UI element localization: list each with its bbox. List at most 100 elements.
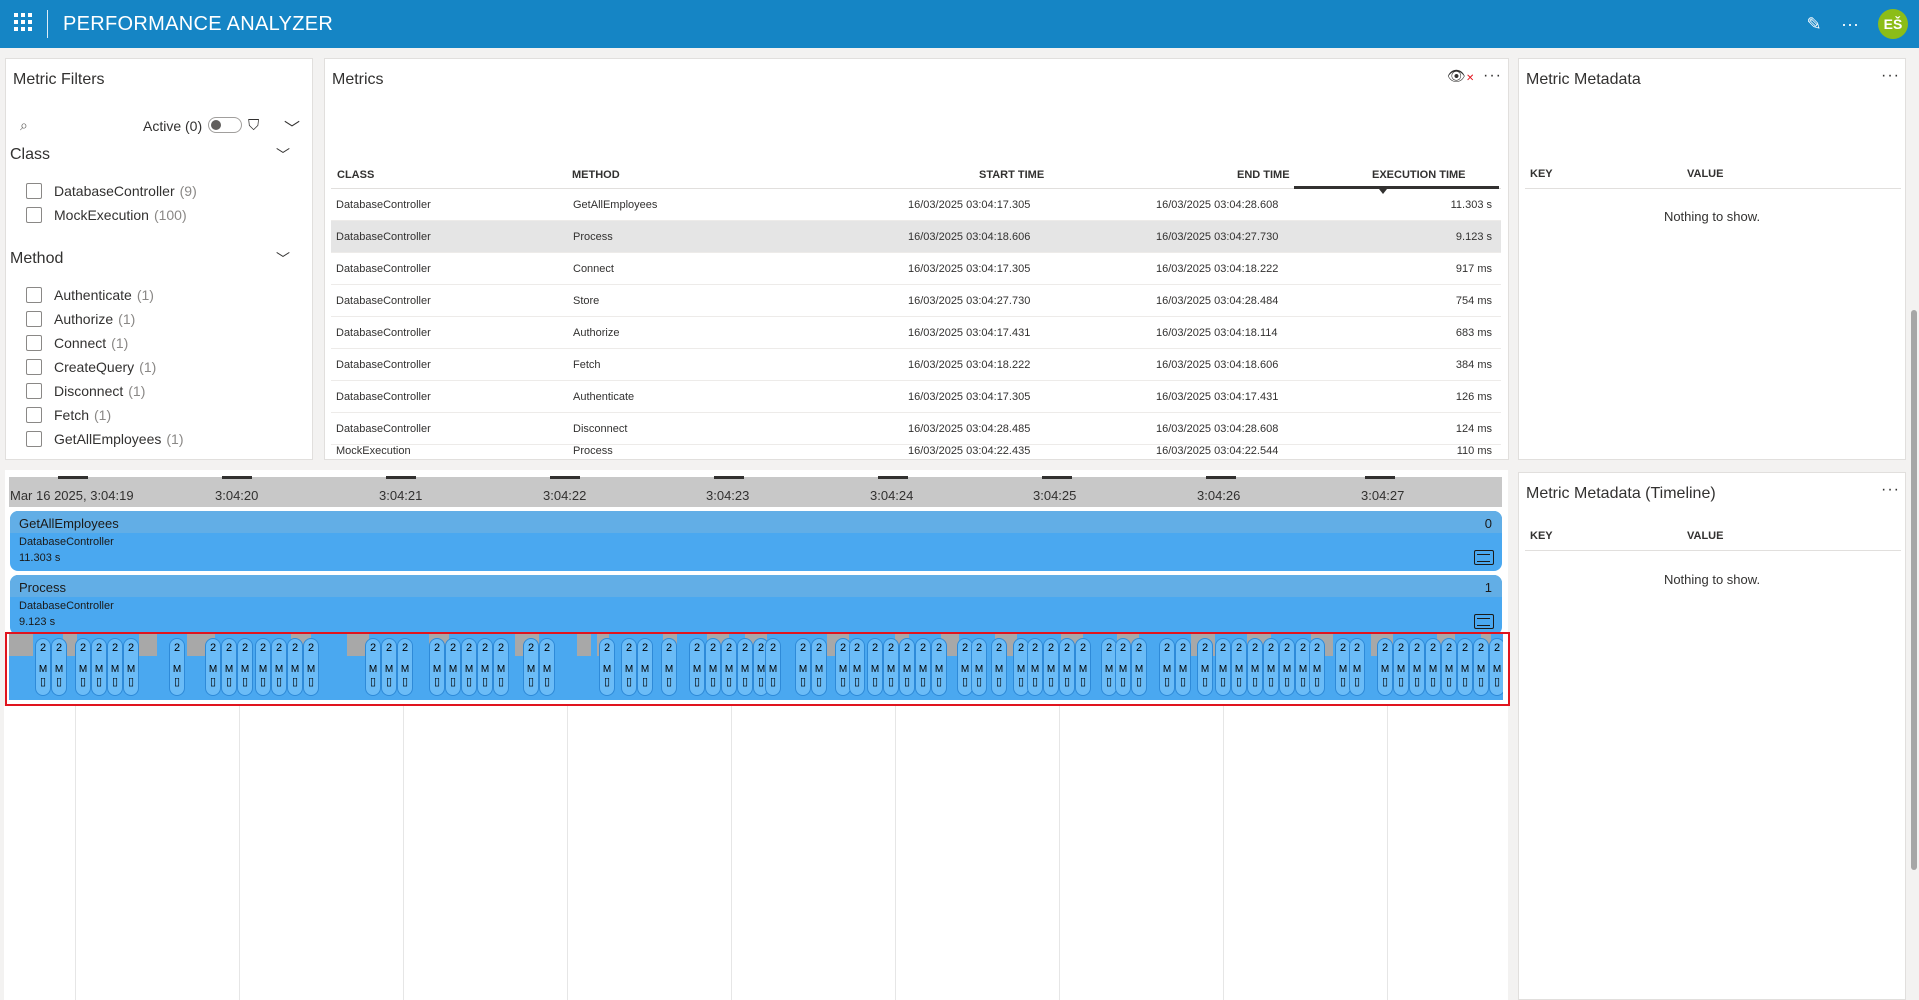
- column-header-start-time[interactable]: START TIME: [979, 169, 1045, 181]
- mock-execution-span[interactable]: 2 M ▯: [1409, 638, 1425, 696]
- timeline-lane[interactable]: GetAllEmployees 0 DatabaseController 11.…: [10, 511, 1502, 571]
- mock-execution-span[interactable]: 2 M ▯: [303, 638, 319, 696]
- table-row[interactable]: DatabaseController Store 16/03/2025 03:0…: [331, 285, 1501, 317]
- mock-execution-span[interactable]: 2 M ▯: [1159, 638, 1175, 696]
- mock-execution-span[interactable]: 2 M ▯: [365, 638, 381, 696]
- column-header-execution-time[interactable]: EXECUTION TIME: [1372, 169, 1466, 181]
- mock-execution-span[interactable]: 2 M ▯: [811, 638, 827, 696]
- mock-execution-span[interactable]: 2 M ▯: [1115, 638, 1131, 696]
- mock-execution-span[interactable]: 2 M ▯: [849, 638, 865, 696]
- mock-execution-span[interactable]: 2 M ▯: [397, 638, 413, 696]
- mock-execution-span[interactable]: 2 M ▯: [255, 638, 271, 696]
- mock-execution-span[interactable]: 2 M ▯: [271, 638, 287, 696]
- column-header-end-time[interactable]: END TIME: [1237, 169, 1290, 181]
- mock-execution-span[interactable]: 2 M ▯: [689, 638, 705, 696]
- chevron-down-icon[interactable]: ﹀: [276, 251, 290, 267]
- mock-execution-span[interactable]: 2 M ▯: [1247, 638, 1263, 696]
- timeline-lane[interactable]: Process 1 DatabaseController 9.123 s: [10, 575, 1502, 635]
- method-filter-item[interactable]: Connect (1): [26, 333, 128, 353]
- mock-execution-span[interactable]: 2 M ▯: [971, 638, 987, 696]
- more-options-icon[interactable]: ···: [1483, 67, 1502, 84]
- mock-execution-span[interactable]: 2 M ▯: [75, 638, 91, 696]
- class-section-heading[interactable]: Class: [10, 146, 51, 163]
- mock-execution-span[interactable]: 2 M ▯: [1295, 638, 1311, 696]
- mock-execution-span[interactable]: 2 M ▯: [915, 638, 931, 696]
- checkbox[interactable]: [26, 287, 42, 303]
- mock-execution-span[interactable]: 2 M ▯: [477, 638, 493, 696]
- mock-execution-span[interactable]: 2 M ▯: [1215, 638, 1231, 696]
- mock-execution-span[interactable]: 2 M ▯: [931, 638, 947, 696]
- mock-execution-span[interactable]: 2 M ▯: [721, 638, 737, 696]
- mock-execution-span[interactable]: 2 M ▯: [795, 638, 811, 696]
- method-filter-item[interactable]: Authenticate (1): [26, 285, 154, 305]
- mock-execution-span[interactable]: 2 M ▯: [539, 638, 555, 696]
- mock-execution-span[interactable]: 2 M ▯: [169, 638, 185, 696]
- mock-execution-span[interactable]: 2 M ▯: [1335, 638, 1351, 696]
- mock-execution-span[interactable]: 2 M ▯: [51, 638, 67, 696]
- class-filter-item[interactable]: DatabaseController (9): [26, 181, 197, 201]
- method-filter-item[interactable]: GetAllEmployees (1): [26, 429, 184, 449]
- mock-execution-span[interactable]: 2 M ▯: [221, 638, 237, 696]
- mock-execution-span[interactable]: 2 M ▯: [1489, 638, 1503, 696]
- expand-icon[interactable]: [1474, 550, 1494, 565]
- more-options-icon[interactable]: ···: [1881, 67, 1900, 84]
- checkbox[interactable]: [26, 383, 42, 399]
- mock-execution-span[interactable]: 2 M ▯: [1473, 638, 1489, 696]
- column-header-class[interactable]: CLASS: [337, 169, 375, 181]
- more-options-icon[interactable]: ···: [1881, 481, 1900, 498]
- hide-columns-icon[interactable]: 👁✕: [1447, 68, 1475, 85]
- mock-execution-span[interactable]: 2 M ▯: [35, 638, 51, 696]
- mock-execution-span[interactable]: 2 M ▯: [637, 638, 653, 696]
- mock-execution-span[interactable]: 2 M ▯: [1263, 638, 1279, 696]
- checkbox[interactable]: [26, 407, 42, 423]
- mock-execution-span[interactable]: 2 M ▯: [1027, 638, 1043, 696]
- method-filter-item[interactable]: Fetch (1): [26, 405, 111, 425]
- mock-execution-span[interactable]: 2 M ▯: [957, 638, 973, 696]
- mock-execution-span[interactable]: 2 M ▯: [835, 638, 851, 696]
- edit-icon[interactable]: ✎: [1806, 13, 1822, 34]
- more-options-icon[interactable]: ···: [1841, 13, 1859, 34]
- mock-execution-span[interactable]: 2 M ▯: [107, 638, 123, 696]
- mock-execution-span[interactable]: 2 M ▯: [123, 638, 139, 696]
- mock-execution-span[interactable]: 2 M ▯: [1075, 638, 1091, 696]
- mock-execution-span[interactable]: 2 M ▯: [599, 638, 615, 696]
- avatar[interactable]: EŠ: [1878, 9, 1908, 39]
- method-filter-item[interactable]: Authorize (1): [26, 309, 135, 329]
- mock-execution-span[interactable]: 2 M ▯: [1425, 638, 1441, 696]
- mock-execution-span[interactable]: 2 M ▯: [461, 638, 477, 696]
- table-row[interactable]: DatabaseController Authenticate 16/03/20…: [331, 381, 1501, 413]
- method-filter-item[interactable]: CreateQuery (1): [26, 357, 156, 377]
- mock-execution-span[interactable]: 2 M ▯: [493, 638, 509, 696]
- mock-execution-span[interactable]: 2 M ▯: [1441, 638, 1457, 696]
- mock-execution-span[interactable]: 2 M ▯: [1231, 638, 1247, 696]
- mock-execution-span[interactable]: 2 M ▯: [899, 638, 915, 696]
- mock-execution-span[interactable]: 2 M ▯: [1393, 638, 1409, 696]
- checkbox[interactable]: [26, 183, 42, 199]
- checkbox[interactable]: [26, 207, 42, 223]
- mock-execution-span[interactable]: 2 M ▯: [287, 638, 303, 696]
- mock-execution-span[interactable]: 2 M ▯: [1197, 638, 1213, 696]
- chevron-down-icon[interactable]: ﹀: [284, 121, 301, 138]
- mock-execution-span[interactable]: 2 M ▯: [237, 638, 253, 696]
- mock-execution-span[interactable]: 2 M ▯: [1175, 638, 1191, 696]
- scrollbar-thumb[interactable]: [1911, 310, 1917, 870]
- table-row[interactable]: DatabaseController GetAllEmployees 16/03…: [331, 189, 1501, 221]
- mock-execution-span[interactable]: 2 M ▯: [445, 638, 461, 696]
- checkbox[interactable]: [26, 311, 42, 327]
- mock-execution-span[interactable]: 2 M ▯: [1349, 638, 1365, 696]
- mock-execution-span[interactable]: 2 M ▯: [1309, 638, 1325, 696]
- mock-execution-span[interactable]: 2 M ▯: [523, 638, 539, 696]
- table-row[interactable]: DatabaseController Fetch 16/03/2025 03:0…: [331, 349, 1501, 381]
- table-row-selected[interactable]: DatabaseController Process 16/03/2025 03…: [331, 221, 1501, 253]
- chevron-down-icon[interactable]: ﹀: [276, 147, 290, 163]
- mock-execution-span[interactable]: 2 M ▯: [737, 638, 753, 696]
- mock-execution-span[interactable]: 2 M ▯: [765, 638, 781, 696]
- checkbox[interactable]: [26, 431, 42, 447]
- mock-execution-span[interactable]: 2 M ▯: [429, 638, 445, 696]
- mock-execution-span[interactable]: 2 M ▯: [705, 638, 721, 696]
- column-header-method[interactable]: METHOD: [572, 169, 620, 181]
- mock-execution-span[interactable]: 2 M ▯: [661, 638, 677, 696]
- table-row[interactable]: DatabaseController Disconnect 16/03/2025…: [331, 413, 1501, 445]
- mock-execution-span[interactable]: 2 M ▯: [1059, 638, 1075, 696]
- mock-execution-span[interactable]: 2 M ▯: [1377, 638, 1393, 696]
